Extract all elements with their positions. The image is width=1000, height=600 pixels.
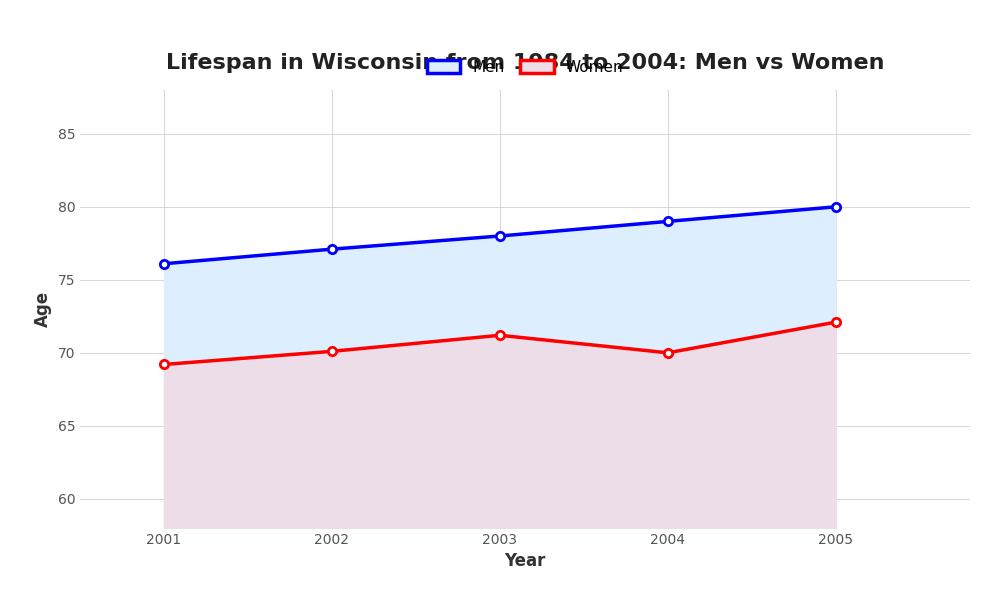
Legend: Men, Women: Men, Women — [420, 54, 630, 81]
X-axis label: Year: Year — [504, 553, 546, 571]
Title: Lifespan in Wisconsin from 1984 to 2004: Men vs Women: Lifespan in Wisconsin from 1984 to 2004:… — [166, 53, 884, 73]
Y-axis label: Age: Age — [34, 291, 52, 327]
